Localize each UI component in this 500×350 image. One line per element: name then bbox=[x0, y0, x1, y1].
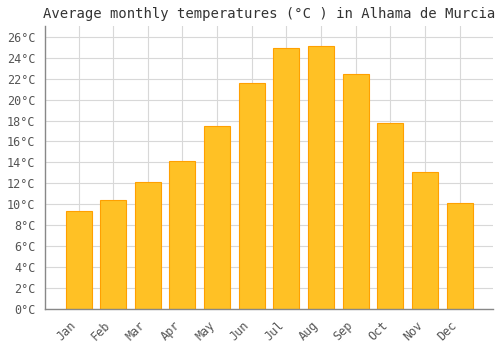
Bar bbox=[100, 200, 126, 309]
Bar bbox=[204, 126, 230, 309]
Bar bbox=[342, 75, 368, 309]
Bar bbox=[135, 182, 161, 309]
Bar bbox=[239, 83, 265, 309]
Title: Average monthly temperatures (°C ) in Alhama de Murcia: Average monthly temperatures (°C ) in Al… bbox=[43, 7, 495, 21]
Bar bbox=[446, 203, 472, 309]
Bar bbox=[308, 46, 334, 309]
Bar bbox=[274, 48, 299, 309]
Bar bbox=[378, 122, 404, 309]
Bar bbox=[412, 172, 438, 309]
Bar bbox=[66, 211, 92, 309]
Bar bbox=[170, 161, 196, 309]
